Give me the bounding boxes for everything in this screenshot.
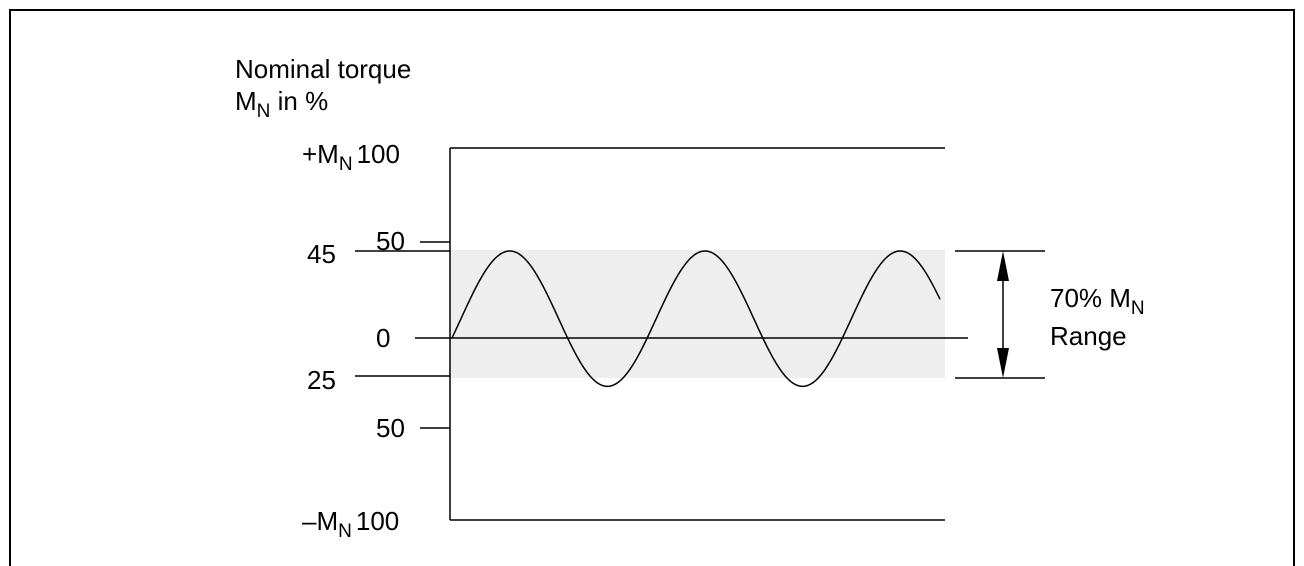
axis-title-line1: Nominal torque [235, 54, 411, 84]
label-plus-max: +MN 100 [302, 139, 400, 175]
label-plus-50: 50 [376, 226, 405, 256]
range-label-line2: Range [1050, 321, 1127, 351]
label-minus-max: –MN 100 [302, 506, 399, 542]
label-minus-50: 50 [376, 413, 405, 443]
axis-title-line2: MN in % [235, 86, 328, 122]
outer-frame [9, 9, 1295, 566]
torque-waveform [451, 250, 941, 388]
operating-band [450, 250, 945, 378]
label-plus-45: 45 [307, 239, 336, 269]
label-zero: 0 [376, 323, 390, 353]
range-arrow-down-head [997, 348, 1009, 378]
range-label-line1: 70% MN [1050, 283, 1145, 319]
range-arrow-up-head [997, 251, 1009, 281]
label-minus-25: 25 [307, 365, 336, 395]
